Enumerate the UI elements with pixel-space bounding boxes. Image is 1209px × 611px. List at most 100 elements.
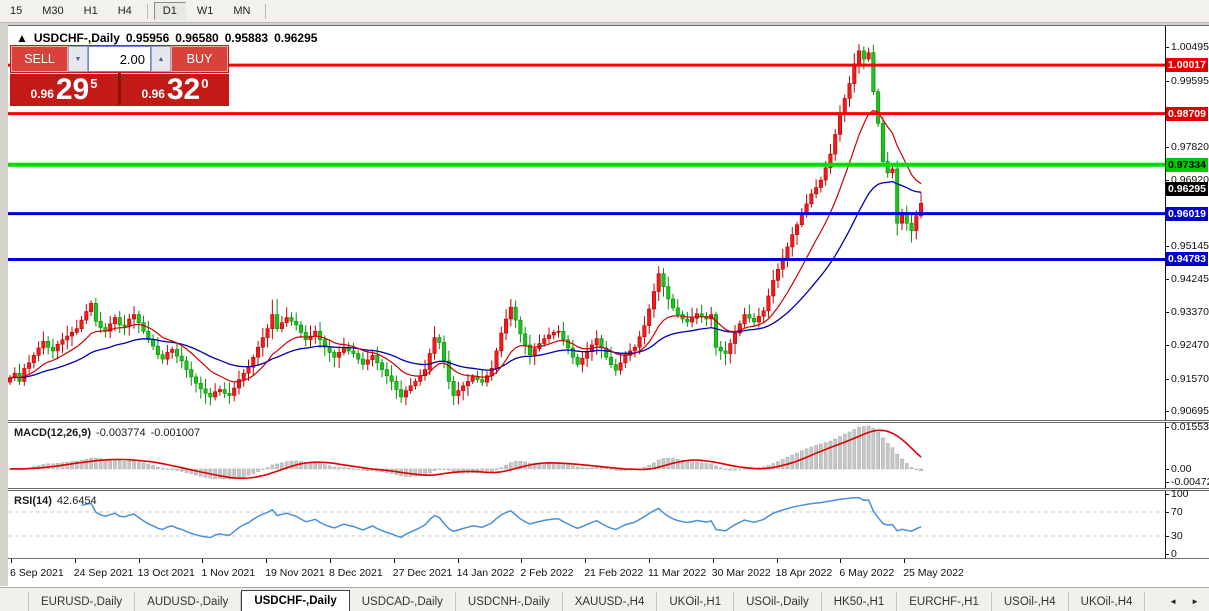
axis-tick-mark	[1165, 47, 1169, 49]
chart-tab-ukoil-h1[interactable]: UKOil-,H1	[657, 592, 735, 611]
date-tick-label: 18 Apr 2022	[775, 567, 833, 579]
buy-price-display[interactable]: 0.96 32 0	[121, 73, 229, 105]
tab-scroll-right-icon[interactable]: ►	[1191, 597, 1199, 606]
timeframe-toolbar: 15 M30 H1 H4 D1 W1 MN	[0, 0, 1209, 23]
rsi-tick-label: 70	[1171, 506, 1183, 518]
tab-scroll-arrows: ◄ ►	[1169, 597, 1199, 611]
one-click-trade-panel: SELL ▼ ▲ BUY 0.96 29 5 0.96 32 0	[10, 45, 229, 106]
timeframe-button-d1[interactable]: D1	[153, 2, 186, 20]
date-tick-mark	[74, 559, 76, 563]
chart-tab-xauusd-h4[interactable]: XAUUSD-,H4	[563, 592, 658, 611]
sell-button[interactable]: SELL	[11, 46, 68, 72]
level-price-badge: 1.00017	[1166, 58, 1208, 73]
date-tick-mark	[457, 559, 459, 563]
macd-tick-label: 0.00	[1171, 462, 1192, 475]
trade-panel-divider	[118, 73, 121, 105]
macd-name: MACD(12,26,9)	[14, 427, 92, 439]
collapse-panel-icon[interactable]: ▲	[16, 31, 28, 45]
date-tick-label: 2 Feb 2022	[520, 567, 574, 579]
ohlc-low: 0.95883	[224, 31, 269, 45]
chart-tab-usoil-h4[interactable]: USOil-,H4	[992, 592, 1069, 611]
price-tick-label: 0.99595	[1171, 74, 1209, 87]
level-price-badge: 0.96019	[1166, 206, 1208, 221]
axis-tick-mark	[1165, 378, 1169, 380]
chart-tab-bar: EURUSD-,Daily AUDUSD-,Daily USDCHF-,Daily U…	[0, 587, 1209, 611]
date-tick-label: 13 Oct 2021	[137, 567, 195, 579]
time-axis[interactable]: 6 Sep 2021 24 Sep 2021 13 Oct 2021 1 Nov 20…	[8, 559, 1165, 586]
price-tick-label: 0.94245	[1171, 273, 1209, 286]
chart-title: ▲ USDCHF-,Daily 0.95956 0.96580 0.95883 0.962…	[16, 31, 323, 45]
rsi-bottom-border	[8, 558, 1209, 559]
timeframe-button-mn[interactable]: MN	[233, 5, 251, 17]
date-tick-label: 6 Sep 2021	[10, 567, 64, 579]
chart-tab-usdcad-daily[interactable]: USDCAD-,Daily	[350, 592, 456, 611]
volume-input[interactable]	[88, 46, 151, 72]
chart-tab-eurchf-h1[interactable]: EURCHF-,H1	[897, 592, 992, 611]
buy-price-big: 32	[166, 73, 201, 106]
price-tick-label: 0.97820	[1171, 140, 1209, 153]
volume-up-button[interactable]: ▲	[151, 46, 171, 72]
date-tick-label: 11 Mar 2022	[648, 567, 707, 579]
sell-price-prefix: 0.96	[30, 87, 54, 101]
date-tick-label: 27 Dec 2021	[392, 567, 453, 579]
ohlc-close: 0.96295	[274, 31, 318, 45]
timeframe-button-m30[interactable]: M30	[42, 5, 64, 17]
axis-tick-mark	[1165, 512, 1169, 513]
date-tick-mark	[266, 559, 268, 563]
chart-symbol-label: USDCHF-,Daily	[33, 31, 120, 45]
chart-tab-usdcnh-daily[interactable]: USDCNH-,Daily	[456, 592, 563, 611]
date-tick-mark	[649, 559, 650, 563]
date-tick-mark	[330, 559, 331, 563]
rsi-value: 42.6454	[56, 495, 97, 507]
axis-tick-mark	[1165, 536, 1169, 537]
date-tick-mark	[904, 559, 906, 563]
axis-tick-mark	[1165, 180, 1169, 182]
chart-top-border	[8, 25, 1209, 26]
timeframe-button-h1[interactable]: H1	[83, 5, 98, 17]
chart-tab-hk50-h1[interactable]: HK50-,H1	[822, 592, 898, 611]
date-tick-label: 1 Nov 2021	[201, 567, 256, 579]
date-tick-label: 6 May 2022	[839, 567, 895, 579]
date-tick-label: 14 Jan 2022	[456, 567, 515, 579]
macd-rsi-separator[interactable]	[8, 488, 1209, 491]
chart-tab-usdchf-daily[interactable]: USDCHF-,Daily	[241, 590, 350, 611]
sell-price-display[interactable]: 0.96 29 5	[10, 73, 118, 105]
main-macd-separator[interactable]	[8, 420, 1209, 423]
macd-value-main: -0.003774	[96, 427, 146, 439]
chart-tab-ukoil-h4[interactable]: UKOil-,H4	[1069, 592, 1146, 611]
date-tick-mark	[585, 559, 587, 563]
macd-panel-canvas[interactable]	[8, 423, 1165, 488]
price-axis-separator	[1165, 26, 1166, 558]
date-tick-label: 8 Dec 2021	[329, 567, 383, 579]
axis-tick-mark	[1165, 246, 1169, 248]
timeframe-button-15[interactable]: 15	[10, 5, 23, 17]
tab-scroll-left-icon[interactable]: ◄	[1169, 597, 1178, 606]
price-tick-label: 0.91570	[1171, 372, 1209, 385]
axis-tick-mark	[1165, 494, 1169, 495]
price-tick-label: 1.00495	[1171, 41, 1209, 54]
volume-down-button[interactable]: ▼	[68, 46, 88, 72]
date-tick-label: 30 Mar 2022	[711, 567, 771, 579]
window-chrome-gap	[0, 23, 1209, 26]
window-left-edge	[0, 26, 8, 586]
macd-tick-label: -0.004725	[1171, 476, 1209, 488]
chart-tab-eurusd-daily[interactable]: EURUSD-,Daily	[28, 592, 136, 611]
level-price-badge: 0.98709	[1166, 106, 1208, 121]
date-tick-mark	[202, 559, 204, 563]
date-tick-mark	[138, 559, 140, 563]
buy-button[interactable]: BUY	[171, 46, 228, 72]
axis-tick-mark	[1165, 345, 1169, 347]
date-tick-mark	[11, 559, 12, 563]
timeframe-button-h4[interactable]: H4	[117, 5, 132, 17]
chart-tab-audusd-daily[interactable]: AUDUSD-,Daily	[135, 592, 242, 611]
date-tick-mark	[393, 559, 395, 563]
axis-tick-mark	[1165, 311, 1169, 313]
rsi-panel-canvas[interactable]	[8, 491, 1165, 558]
rsi-name: RSI(14)	[14, 495, 52, 507]
timeframe-button-w1[interactable]: W1	[196, 5, 214, 17]
sell-price-big: 29	[55, 73, 90, 106]
date-tick-mark	[521, 559, 523, 563]
main-chart-canvas[interactable]	[8, 26, 1165, 420]
date-tick-label: 25 May 2022	[903, 567, 964, 579]
chart-tab-usoil-daily[interactable]: USOil-,Daily	[734, 592, 822, 611]
